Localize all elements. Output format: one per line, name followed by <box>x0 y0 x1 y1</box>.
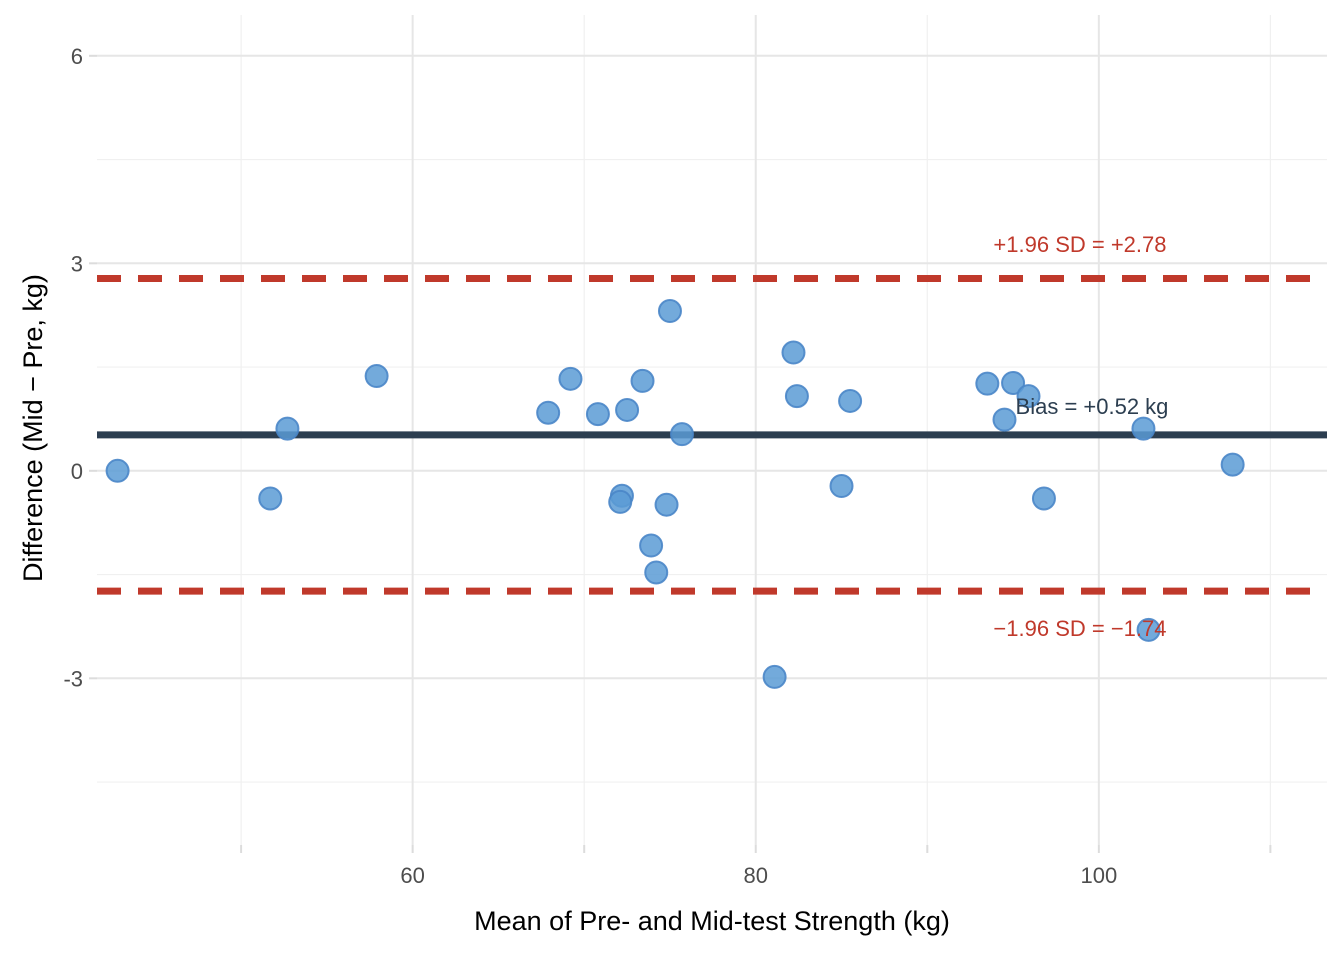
data-point <box>1136 617 1161 642</box>
data-point <box>558 366 583 391</box>
scatter-points <box>105 299 1245 689</box>
bias-label: Bias = +0.52 kg <box>1016 394 1169 419</box>
data-point <box>762 664 787 689</box>
data-point <box>1220 452 1245 477</box>
data-point <box>585 402 610 427</box>
y-tick-label: -3 <box>63 666 83 691</box>
data-point <box>669 422 694 447</box>
x-tick-label: 80 <box>744 863 768 888</box>
x-tick-label: 60 <box>400 863 424 888</box>
data-point <box>1016 384 1041 409</box>
data-point <box>1001 370 1026 395</box>
y-tick-label: 3 <box>71 251 83 276</box>
x-axis-title: Mean of Pre- and Mid-test Strength (kg) <box>474 906 950 936</box>
data-point <box>784 384 809 409</box>
major-gridlines <box>97 15 1327 845</box>
data-point <box>644 560 669 585</box>
data-point <box>829 474 854 499</box>
data-point <box>608 489 633 514</box>
data-point <box>781 340 806 365</box>
lower-loa-label: −1.96 SD = −1.74 <box>993 616 1166 641</box>
data-point <box>536 400 561 425</box>
x-axis-tick-labels: 60 80 100 <box>400 863 1117 888</box>
axis-tick-marks <box>89 54 1272 853</box>
data-point <box>992 407 1017 432</box>
data-point <box>258 486 283 511</box>
data-point <box>275 416 300 441</box>
y-axis-title: Difference (Mid − Pre, kg) <box>18 274 48 582</box>
data-point <box>1031 486 1056 511</box>
data-point <box>615 397 640 422</box>
data-point <box>630 368 655 393</box>
y-tick-label: 6 <box>71 44 83 69</box>
data-point <box>975 371 1000 396</box>
data-point <box>657 299 682 324</box>
y-axis-tick-labels: -3 0 3 6 <box>63 44 83 692</box>
data-point <box>654 492 679 517</box>
reference-lines <box>97 275 1327 595</box>
minor-gridlines <box>97 15 1327 845</box>
data-point <box>1131 416 1156 441</box>
x-tick-label: 100 <box>1080 863 1117 888</box>
data-point <box>838 388 863 413</box>
y-tick-label: 0 <box>71 459 83 484</box>
upper-loa-label: +1.96 SD = +2.78 <box>993 232 1166 257</box>
data-point <box>639 533 664 558</box>
data-point <box>364 364 389 389</box>
data-point <box>105 458 130 483</box>
